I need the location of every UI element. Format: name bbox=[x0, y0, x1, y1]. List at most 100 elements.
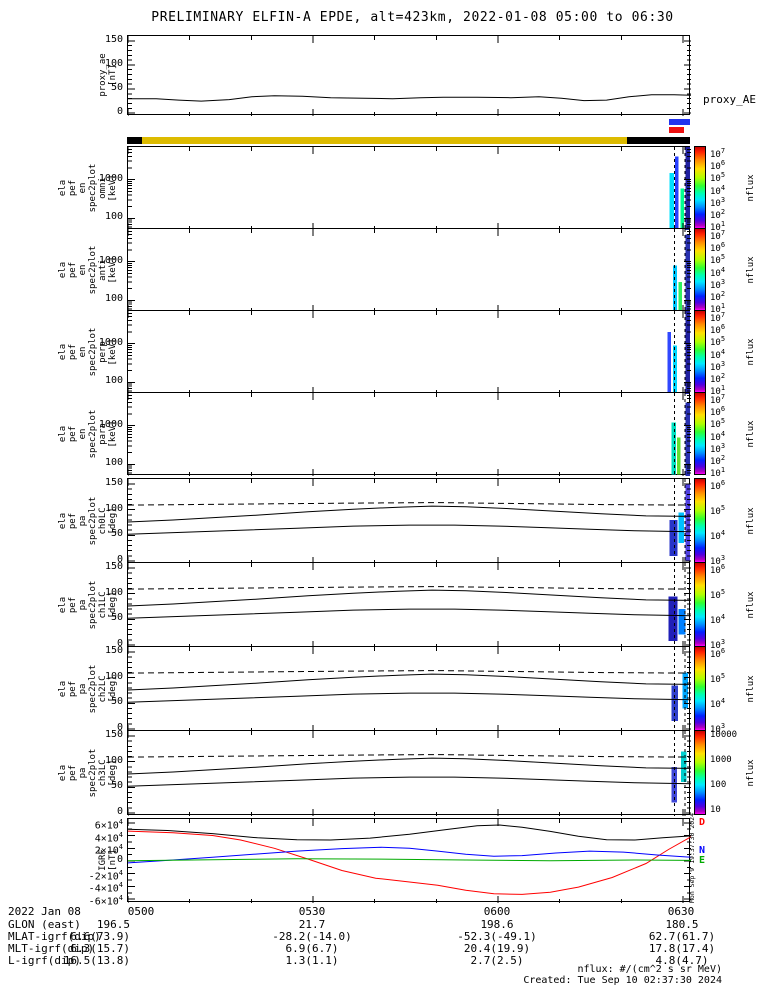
series-anti-loss-cone-dashed bbox=[128, 586, 691, 590]
panel-svg-en_para bbox=[128, 393, 691, 476]
colorbar-tick-label: 103 bbox=[710, 277, 726, 291]
created-note: Created: Tue Sep 10 02:37:30 2024 bbox=[523, 975, 722, 986]
availability-flag-bar bbox=[668, 127, 685, 133]
panel-svg-en_omni bbox=[128, 147, 691, 230]
footer-value: 62.7(61.7) bbox=[648, 930, 716, 943]
plot-title: PRELIMINARY ELFIN-A EPDE, alt=423km, 202… bbox=[151, 10, 674, 25]
footer-row-label: MLAT-igrf(dip) bbox=[8, 930, 101, 943]
colorbar-tick-label: 103 bbox=[710, 554, 726, 567]
colorbar-tick-label: 105 bbox=[710, 417, 726, 431]
colorbar-tick-label: 105 bbox=[710, 171, 726, 185]
colorbar-tick-label: 105 bbox=[710, 253, 726, 267]
colorbar-tick-label: 105 bbox=[710, 335, 726, 349]
colorbar-tick-label: 103 bbox=[710, 441, 726, 455]
colorbar-tick-label: 102 bbox=[710, 453, 726, 467]
series-B bbox=[128, 824, 691, 841]
panel-svg-pa_ch3 bbox=[128, 731, 691, 816]
y-tick-label: 0 bbox=[116, 805, 123, 817]
colorbar-tick-label: 10 bbox=[710, 805, 721, 815]
y-tick-label: -2×104 bbox=[88, 868, 123, 883]
footer-value: -28.2(-14.0) bbox=[272, 930, 352, 943]
colorbar-tick-label: 103 bbox=[710, 722, 726, 735]
series-loss-cone-lower bbox=[128, 776, 691, 787]
panel-en_perp bbox=[127, 310, 691, 394]
series-loss-cone-lower bbox=[128, 524, 691, 535]
footer-value: 198.6 bbox=[480, 918, 514, 931]
y-tick-label: 50 bbox=[110, 696, 123, 708]
igrf-component-label-E: E bbox=[699, 855, 706, 867]
plot-timestamp-vertical: Mon Sep 9 19:37:30 2024 bbox=[688, 812, 696, 904]
y-tick-label: 2×104 bbox=[94, 843, 123, 857]
y-tick-label: 0 bbox=[116, 721, 123, 733]
y-tick-label: 100 bbox=[104, 211, 123, 223]
footer-value: 196.5 bbox=[96, 918, 130, 931]
spectrogram-data-strip bbox=[678, 609, 686, 635]
units-note: nflux: #/(cm^2 s sr MeV) bbox=[577, 964, 723, 975]
series-anti-loss-cone-dashed bbox=[128, 502, 691, 506]
colorbar-tick-label: 106 bbox=[710, 159, 726, 173]
colorbar-tick-label: 104 bbox=[710, 183, 726, 197]
footer-value: 2.7(2.5) bbox=[470, 954, 524, 967]
y-tick-label: 4×104 bbox=[94, 830, 123, 844]
y-tick-label: 100 bbox=[104, 670, 123, 682]
x-axis-time-label: 0500 bbox=[127, 905, 155, 918]
y-tick-label: 0 bbox=[116, 553, 123, 565]
spectrogram-data-strip bbox=[675, 156, 679, 229]
panel-svg-proxy_ae bbox=[128, 36, 691, 116]
spectrogram-data-strip bbox=[685, 402, 690, 476]
availability-main-bar-segment bbox=[127, 137, 143, 144]
colorbar-tick-label: 104 bbox=[710, 697, 726, 710]
colorbar-tick-label: 105 bbox=[710, 672, 726, 685]
footer-value: 1.3(1.1) bbox=[285, 954, 339, 967]
colorbar-tick-label: 107 bbox=[710, 147, 726, 160]
spectrogram-data-strip bbox=[673, 345, 677, 393]
colorbar-tick-label: 106 bbox=[710, 647, 726, 660]
x-axis-time-label: 0600 bbox=[483, 905, 511, 918]
y-tick-label: -4×104 bbox=[88, 881, 123, 895]
colorbar-tick-label: 107 bbox=[710, 229, 726, 242]
series-D bbox=[128, 830, 691, 895]
colorbar-tick-label: 104 bbox=[710, 429, 726, 443]
colorbar-tick-label: 104 bbox=[710, 613, 726, 626]
y-tick-label: 0 bbox=[116, 106, 123, 118]
colorbar-pa_ch3 bbox=[694, 730, 706, 815]
footer-value: 17.8(17.4) bbox=[648, 942, 716, 955]
panel-igrf bbox=[127, 818, 691, 903]
panel-pa_ch0 bbox=[127, 478, 691, 564]
panel-svg-pa_ch0 bbox=[128, 479, 691, 564]
panel-pa_ch3 bbox=[127, 730, 691, 816]
footer-row-label: GLON (east) bbox=[8, 918, 81, 931]
panel-svg-pa_ch2 bbox=[128, 647, 691, 732]
spectrogram-data-strip bbox=[667, 332, 671, 393]
series-loss-cone-lower bbox=[128, 692, 691, 703]
spectrogram-data-strip bbox=[673, 265, 677, 311]
series-anti-loss-cone-dashed bbox=[128, 754, 691, 758]
panel-proxy_ae bbox=[127, 35, 691, 116]
colorbar-tick-label: 104 bbox=[710, 265, 726, 279]
y-tick-label: 100 bbox=[104, 754, 123, 766]
footer-value: 4.8(4.7) bbox=[655, 954, 709, 967]
colorbar-tick-label: 105 bbox=[710, 504, 726, 517]
spectrogram-data-strip bbox=[671, 766, 677, 803]
colorbar-tick-label: 104 bbox=[710, 529, 726, 542]
footer-date-label: 2022 Jan 08 bbox=[8, 905, 81, 918]
series-loss-cone-upper bbox=[128, 757, 691, 775]
y-tick-label: 1000 bbox=[98, 254, 123, 266]
colorbar-tick-label: 105 bbox=[710, 588, 726, 601]
footer-value: 6.9(6.7) bbox=[285, 942, 339, 955]
y-tick-label: 150 bbox=[104, 477, 123, 489]
colorbar-tick-label: 101 bbox=[710, 466, 726, 479]
colorbar-tick-label: 106 bbox=[710, 563, 726, 576]
colorbar-tick-label: 107 bbox=[710, 311, 726, 324]
availability-flag-bar bbox=[668, 119, 690, 125]
colorbar-tick-label: 102 bbox=[710, 289, 726, 303]
proxy-right-label: proxy_AE bbox=[703, 92, 756, 106]
series-loss-cone-upper bbox=[128, 673, 691, 691]
footer-value: 20.4(19.9) bbox=[463, 942, 531, 955]
series-E bbox=[128, 858, 691, 862]
y-tick-label: 1000 bbox=[98, 418, 123, 430]
spectrogram-data-strip bbox=[671, 422, 676, 475]
